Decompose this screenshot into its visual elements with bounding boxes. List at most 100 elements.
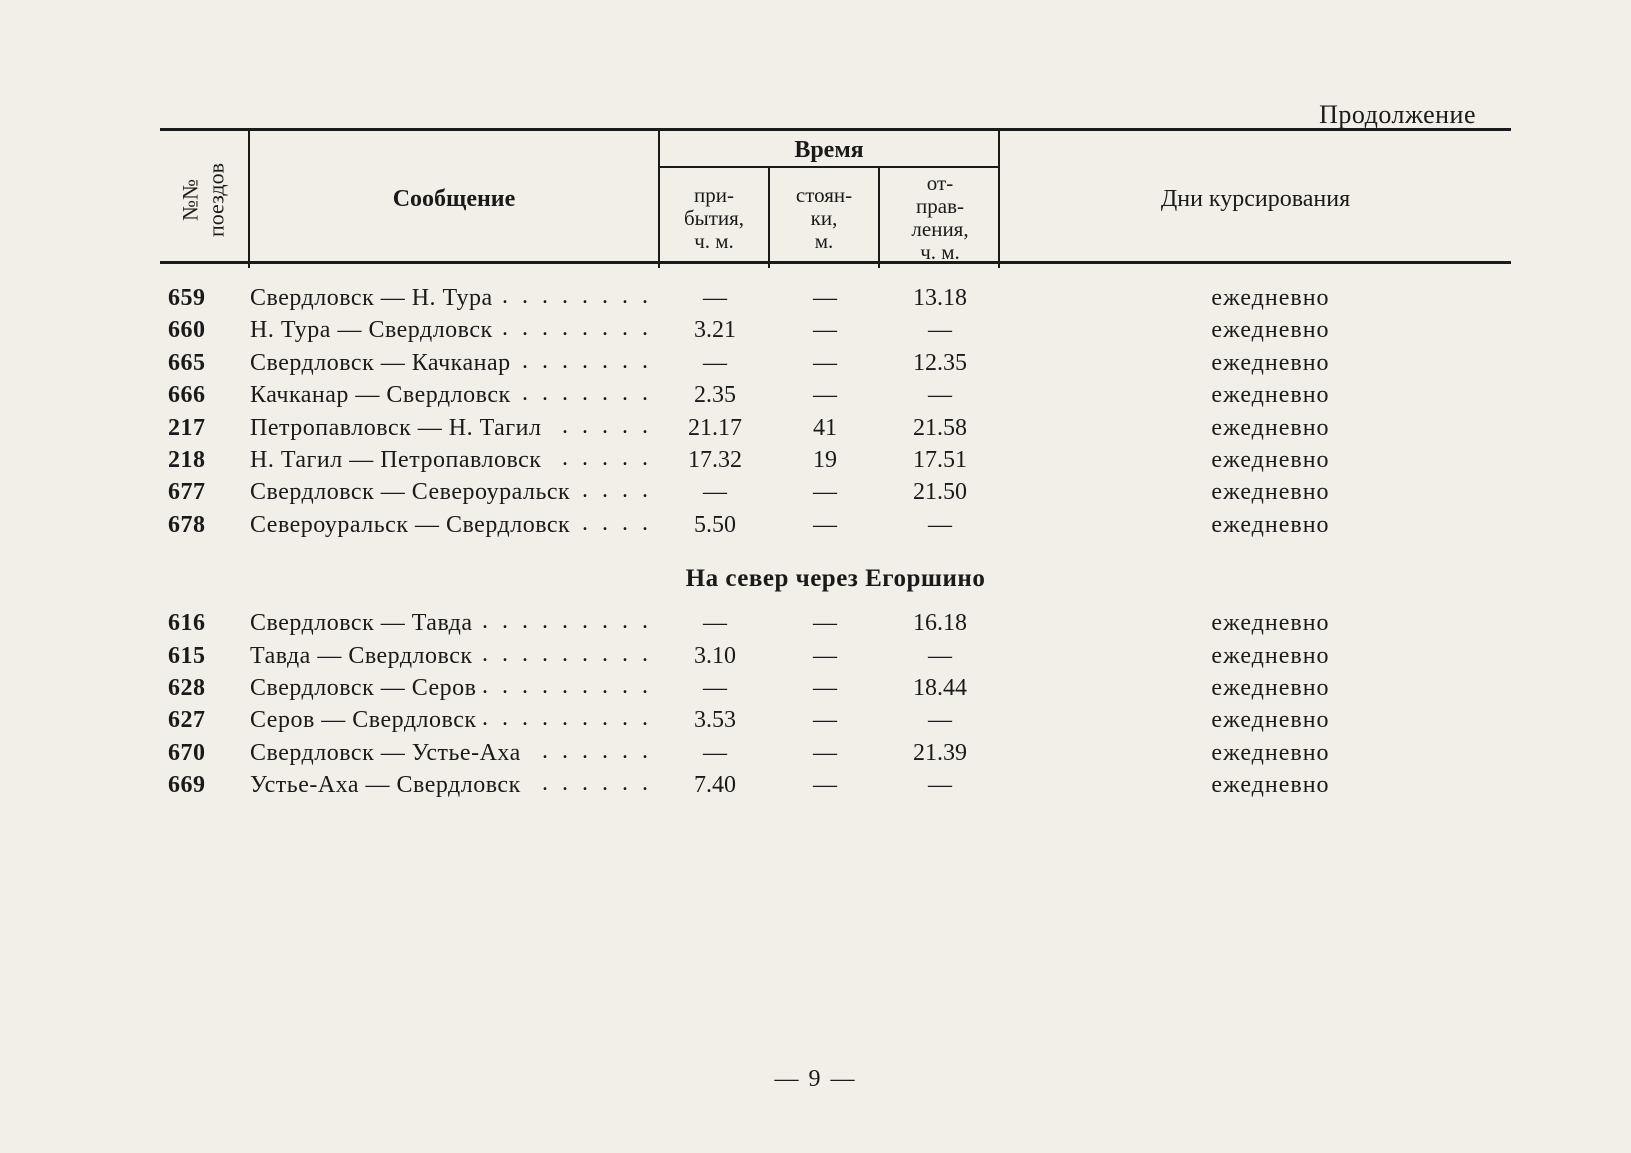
table-header: №№ поездов Сообщение Время при- бытия, ч… [160, 131, 1511, 261]
timetable-page: Продолжение №№ поездов Сообщение Время п… [0, 0, 1631, 1153]
cell-route: Свердловск — Н. Тура [250, 282, 660, 314]
cell-departure: 21.58 [880, 412, 1000, 444]
cell-days: ежедневно [1000, 640, 1511, 672]
cell-departure: — [880, 509, 1000, 541]
cell-departure: 21.39 [880, 737, 1000, 769]
cell-stop: 19 [770, 444, 880, 476]
cell-route: Н. Тура — Свердловск [250, 314, 660, 346]
cell-train-no: 669 [160, 769, 250, 801]
cell-arrival: 5.50 [660, 509, 770, 541]
cell-train-no: 615 [160, 640, 250, 672]
cell-stop: — [770, 704, 880, 736]
cell-arrival: — [660, 672, 770, 704]
cell-train-no: 217 [160, 412, 250, 444]
cell-train-no: 670 [160, 737, 250, 769]
table-row: 660Н. Тура — Свердловск3.21——ежедневно [160, 314, 1511, 346]
cell-route: Тавда — Свердловск [250, 640, 660, 672]
cell-stop: — [770, 347, 880, 379]
cell-days: ежедневно [1000, 412, 1511, 444]
cell-stop: — [770, 769, 880, 801]
continuation-label: Продолжение [1319, 100, 1476, 130]
table-row: 628Свердловск — Серов——18.44ежедневно [160, 672, 1511, 704]
cell-train-no: 678 [160, 509, 250, 541]
cell-days: ежедневно [1000, 347, 1511, 379]
cell-stop: — [770, 672, 880, 704]
cell-arrival: — [660, 607, 770, 639]
page-number: —9— [767, 1066, 865, 1093]
table-row: 218Н. Тагил — Петропавловск17.321917.51е… [160, 444, 1511, 476]
cell-days: ежедневно [1000, 444, 1511, 476]
cell-route: Устье-Аха — Свердловск [250, 769, 660, 801]
cell-departure: 21.50 [880, 476, 1000, 508]
cell-stop: — [770, 379, 880, 411]
cell-days: ежедневно [1000, 379, 1511, 411]
cell-departure: 12.35 [880, 347, 1000, 379]
cell-days: ежедневно [1000, 314, 1511, 346]
cell-arrival: — [660, 282, 770, 314]
cell-departure: — [880, 379, 1000, 411]
cell-route: Н. Тагил — Петропавловск [250, 444, 660, 476]
col-header-days: Дни курсирования [1000, 131, 1511, 268]
table-row: 627Серов — Свердловск3.53——ежедневно [160, 704, 1511, 736]
cell-arrival: 3.21 [660, 314, 770, 346]
table-row: 665Свердловск — Качканар——12.35ежедневно [160, 347, 1511, 379]
cell-arrival: 7.40 [660, 769, 770, 801]
cell-arrival: 3.10 [660, 640, 770, 672]
cell-arrival: 2.35 [660, 379, 770, 411]
table-row: 616Свердловск — Тавда——16.18ежедневно [160, 607, 1511, 639]
cell-route: Свердловск — Качканар [250, 347, 660, 379]
cell-departure: 13.18 [880, 282, 1000, 314]
cell-stop: — [770, 314, 880, 346]
cell-route: Петропавловск — Н. Тагил [250, 412, 660, 444]
table-row: 669Устье-Аха — Свердловск7.40——ежедневно [160, 769, 1511, 801]
col-header-departure: от- прав- ления, ч. м. [880, 168, 1000, 268]
cell-stop: — [770, 607, 880, 639]
table-body: 659Свердловск — Н. Тура——13.18ежедневно6… [160, 264, 1511, 801]
cell-arrival: — [660, 737, 770, 769]
table-row: 678Североуральск — Свердловск5.50——ежедн… [160, 509, 1511, 541]
cell-stop: — [770, 640, 880, 672]
cell-train-no: 660 [160, 314, 250, 346]
cell-train-no: 628 [160, 672, 250, 704]
cell-days: ежедневно [1000, 769, 1511, 801]
cell-route: Свердловск — Серов [250, 672, 660, 704]
cell-route: Североуральск — Свердловск [250, 509, 660, 541]
cell-arrival: 21.17 [660, 412, 770, 444]
section-title: На север через Егоршино [160, 541, 1511, 607]
cell-arrival: 17.32 [660, 444, 770, 476]
cell-departure: — [880, 640, 1000, 672]
cell-departure: 17.51 [880, 444, 1000, 476]
cell-stop: — [770, 476, 880, 508]
cell-stop: — [770, 737, 880, 769]
cell-train-no: 677 [160, 476, 250, 508]
table-row: 659Свердловск — Н. Тура——13.18ежедневно [160, 282, 1511, 314]
col-header-time-group: Время при- бытия, ч. м. стоян- ки, м. от… [660, 131, 1000, 268]
table-row: 666Качканар — Свердловск2.35——ежедневно [160, 379, 1511, 411]
table-row: 670Свердловск — Устье-Аха——21.39ежедневн… [160, 737, 1511, 769]
cell-route: Свердловск — Устье-Аха [250, 737, 660, 769]
cell-departure: — [880, 704, 1000, 736]
cell-stop: — [770, 282, 880, 314]
table-row: 217Петропавловск — Н. Тагил21.174121.58е… [160, 412, 1511, 444]
cell-days: ежедневно [1000, 509, 1511, 541]
col-header-train-no: №№ поездов [160, 131, 250, 268]
cell-stop: 41 [770, 412, 880, 444]
cell-arrival: — [660, 347, 770, 379]
cell-days: ежедневно [1000, 607, 1511, 639]
cell-arrival: 3.53 [660, 704, 770, 736]
table-row: 615Тавда — Свердловск3.10——ежедневно [160, 640, 1511, 672]
cell-train-no: 665 [160, 347, 250, 379]
cell-stop: — [770, 509, 880, 541]
table-row: 677Свердловск — Североуральск——21.50ежед… [160, 476, 1511, 508]
cell-train-no: 218 [160, 444, 250, 476]
cell-days: ежедневно [1000, 672, 1511, 704]
col-header-route: Сообщение [250, 131, 660, 268]
cell-train-no: 627 [160, 704, 250, 736]
cell-route: Серов — Свердловск [250, 704, 660, 736]
cell-route: Свердловск — Тавда [250, 607, 660, 639]
cell-days: ежедневно [1000, 737, 1511, 769]
cell-departure: 18.44 [880, 672, 1000, 704]
cell-days: ежедневно [1000, 704, 1511, 736]
cell-train-no: 659 [160, 282, 250, 314]
cell-train-no: 616 [160, 607, 250, 639]
